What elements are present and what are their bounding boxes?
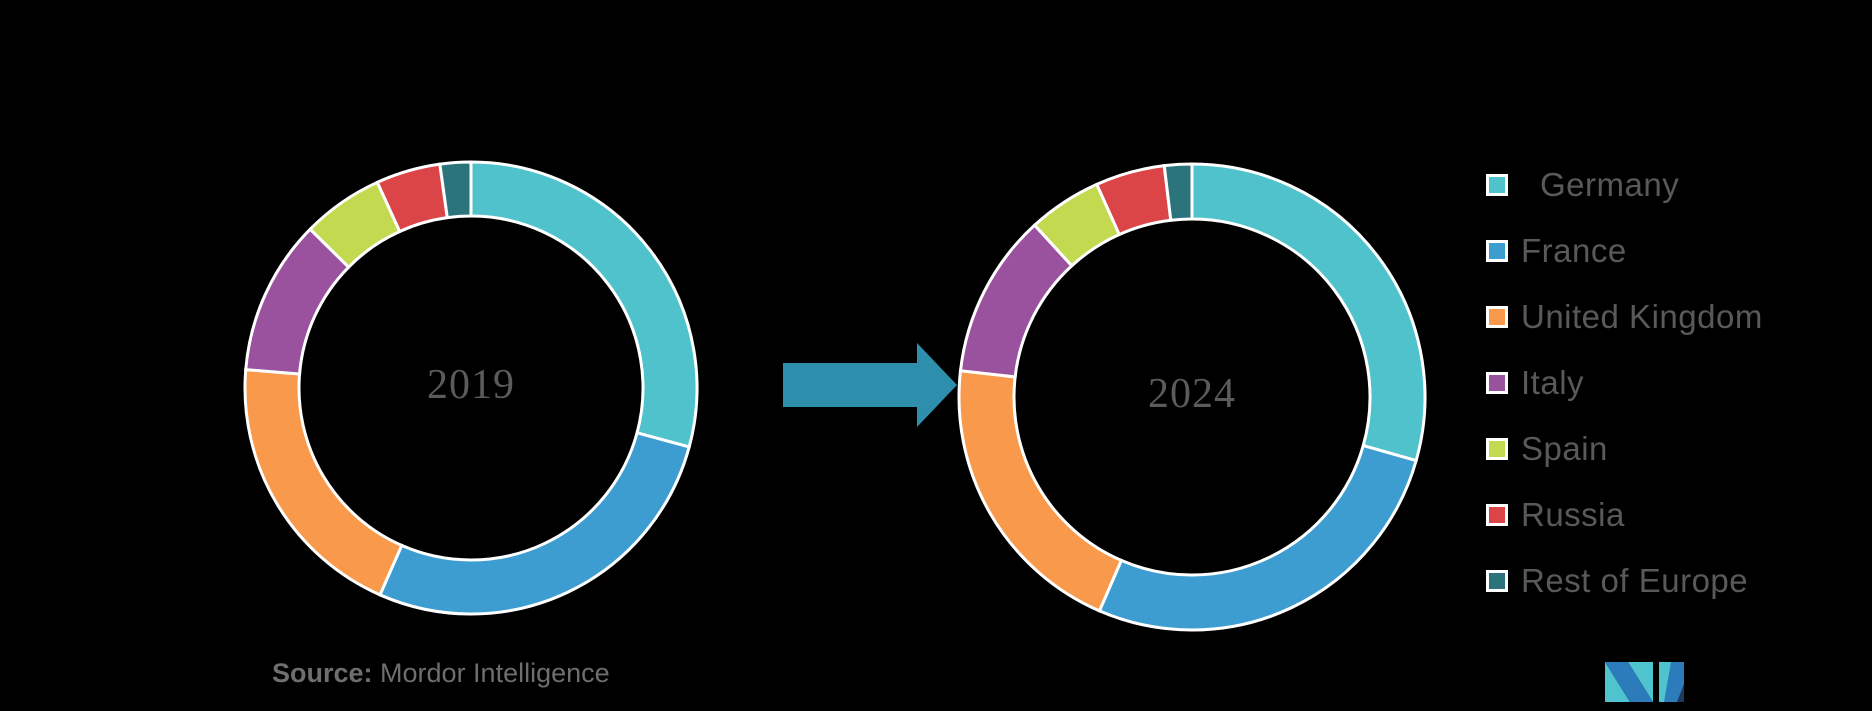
donut-2019-segment-united-kingdom xyxy=(243,367,404,597)
year-label-2019: 2019 xyxy=(427,362,515,408)
logo-right-navy-notch xyxy=(1677,684,1684,702)
legend-swatch-rest-of-europe xyxy=(1486,570,1508,592)
source-text: Mordor Intelligence xyxy=(372,658,610,688)
growth-arrow-icon xyxy=(783,343,957,427)
legend-swatch-italy xyxy=(1486,372,1508,394)
logo-right-blue-stroke xyxy=(1664,662,1684,702)
legend-swatch-france xyxy=(1486,240,1508,262)
legend-label: Germany xyxy=(1540,166,1680,203)
legend-item-russia: Russia xyxy=(1486,496,1763,533)
donut-2019-segment-germany xyxy=(469,160,699,449)
donut-2019-segment-rest-of-europe xyxy=(438,160,473,220)
source-prefix-label: Source: xyxy=(272,658,373,688)
legend-item-italy: Italy xyxy=(1486,364,1763,401)
legend: Germany France United Kingdom Italy Spain Rus… xyxy=(1486,166,1763,599)
legend-label: Rest of Europe xyxy=(1521,562,1749,599)
legend-swatch-germany xyxy=(1486,174,1508,196)
legend-item-spain: Spain xyxy=(1486,430,1763,467)
donut-chart-2024 xyxy=(957,162,1427,632)
legend-swatch-russia xyxy=(1486,504,1508,526)
legend-label: Italy xyxy=(1521,364,1585,401)
legend-swatch-spain xyxy=(1486,438,1508,460)
year-label-2024: 2024 xyxy=(1148,371,1236,417)
legend-label: Spain xyxy=(1521,430,1608,467)
logo-left-blue-stroke xyxy=(1605,662,1653,702)
legend-item-rest-of-europe: Rest of Europe xyxy=(1486,562,1763,599)
legend-label: United Kingdom xyxy=(1521,298,1763,335)
legend-label: Russia xyxy=(1521,496,1625,533)
donut-2024-segment-france xyxy=(1097,443,1419,632)
donut-chart-2019 xyxy=(243,160,699,616)
legend-label: France xyxy=(1521,232,1627,269)
legend-swatch-united-kingdom xyxy=(1486,306,1508,328)
donut-2024-segment-rest-of-europe xyxy=(1162,162,1194,222)
legend-item-germany: Germany xyxy=(1486,166,1763,203)
legend-item-france: France xyxy=(1486,232,1763,269)
source-attribution: Source: Mordor Intelligence xyxy=(272,658,610,689)
legend-item-united-kingdom: United Kingdom xyxy=(1486,298,1763,335)
donut-2019-segment-france xyxy=(377,431,692,616)
donut-2024-segment-united-kingdom xyxy=(957,369,1124,613)
mordor-intelligence-logo xyxy=(1605,662,1684,702)
